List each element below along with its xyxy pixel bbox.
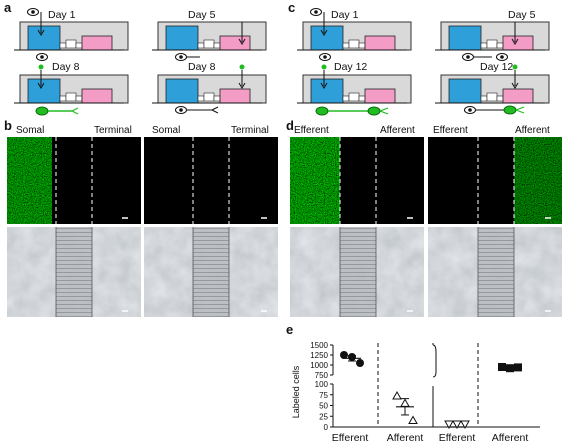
b-label-somal-2: Somal bbox=[152, 125, 180, 136]
x-label-efferent: Efferent bbox=[439, 432, 476, 444]
data-point bbox=[514, 363, 522, 372]
x-label-efferent: Efferent bbox=[332, 432, 369, 444]
panel-c-schematics: Day 1 Day 5 bbox=[297, 8, 550, 116]
y-tick-label-lower: 50 bbox=[319, 402, 328, 411]
schematic-a-day5: Day 5 bbox=[152, 9, 267, 61]
data-point bbox=[444, 420, 454, 430]
b-fluor-image-2 bbox=[144, 137, 278, 224]
d-fluor-image-2 bbox=[428, 137, 562, 224]
b-brightfield-image-1 bbox=[7, 227, 141, 317]
b-label-somal-1: Somal bbox=[16, 125, 44, 136]
y-tick-label-lower: 25 bbox=[319, 412, 328, 421]
schematic-a-day8-unlabeled: Day 8 bbox=[152, 61, 267, 114]
y-axis-upper-2 bbox=[432, 344, 437, 378]
schematic-c-day12-efferent: Day 12 bbox=[297, 61, 412, 116]
day-label-a4: Day 8 bbox=[188, 61, 216, 73]
b-label-terminal-2: Terminal bbox=[231, 125, 269, 136]
day-label-c4: Day 12 bbox=[480, 61, 513, 73]
day-label-a3: Day 8 bbox=[52, 61, 80, 73]
data-point bbox=[400, 398, 410, 407]
y-tick-label-upper: 1250 bbox=[310, 351, 328, 360]
panel-a-schematics: Day 1 Day 5 bbox=[14, 8, 267, 116]
schematic-c-day12-afferent: Day 12 bbox=[435, 61, 550, 115]
d-brightfield-image-1 bbox=[290, 227, 424, 317]
panel-letter-c: c bbox=[288, 0, 295, 15]
schematic-a-day1: Day 1 bbox=[14, 8, 129, 61]
y-tick-label-upper: 750 bbox=[315, 371, 329, 380]
x-label-afferent: Afferent bbox=[387, 432, 424, 444]
data-point bbox=[340, 351, 348, 359]
panel-letter-a: a bbox=[4, 0, 12, 15]
data-point bbox=[408, 415, 418, 425]
chart-marks bbox=[340, 351, 522, 430]
schematic-c-day5: Day 5 bbox=[435, 9, 550, 61]
day-label-a2: Day 5 bbox=[188, 9, 216, 21]
data-point bbox=[498, 363, 506, 371]
b-fluor-image-1 bbox=[7, 137, 141, 224]
data-point bbox=[506, 364, 514, 373]
data-point bbox=[460, 420, 470, 430]
panel-letter-d: d bbox=[286, 118, 294, 133]
schematic-a-day8-labeled: Day 8 bbox=[14, 61, 129, 116]
data-point bbox=[356, 359, 364, 367]
day-label-a1: Day 1 bbox=[48, 9, 76, 21]
d-label-afferent-1: Afferent bbox=[380, 125, 415, 136]
d-fluor-image-1 bbox=[290, 137, 424, 224]
d-brightfield-image-2 bbox=[428, 227, 562, 317]
day-label-c2: Day 5 bbox=[508, 9, 536, 21]
y-tick-label-upper: 1000 bbox=[310, 361, 328, 370]
d-label-efferent-2: Efferent bbox=[433, 125, 468, 136]
data-point bbox=[452, 420, 462, 430]
day-label-c1: Day 1 bbox=[331, 9, 359, 21]
panel-letter-b: b bbox=[4, 118, 12, 133]
data-point bbox=[348, 353, 356, 361]
y-tick-label-lower: 75 bbox=[319, 391, 328, 400]
data-point bbox=[392, 391, 402, 400]
chart-y-label: Labeled cells bbox=[291, 365, 301, 418]
y-tick-label-upper: 1500 bbox=[310, 341, 328, 350]
b-brightfield-image-2 bbox=[144, 227, 278, 317]
d-label-efferent-1: Efferent bbox=[294, 125, 329, 136]
b-label-terminal-1: Terminal bbox=[94, 125, 132, 136]
x-label-afferent: Afferent bbox=[492, 432, 529, 444]
d-label-afferent-2: Afferent bbox=[515, 125, 550, 136]
panel-d-micrographs: Efferent Afferent Efferent Afferent bbox=[290, 125, 562, 317]
panel-b-micrographs: Somal Terminal Somal Terminal bbox=[7, 125, 278, 317]
schematic-c-day1: Day 1 bbox=[297, 8, 412, 61]
y-tick-label-lower: 100 bbox=[315, 380, 329, 389]
panel-letter-e: e bbox=[286, 322, 293, 337]
day-label-c3: Day 12 bbox=[334, 61, 367, 73]
y-tick-label-lower: 0 bbox=[324, 423, 329, 432]
